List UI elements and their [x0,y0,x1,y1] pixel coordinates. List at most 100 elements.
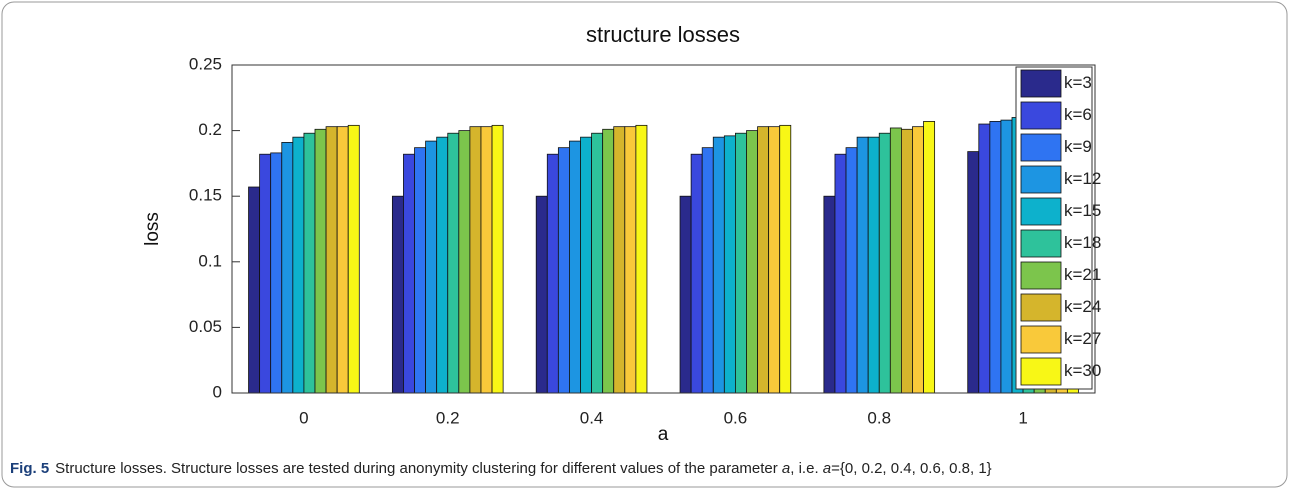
legend-label: k=6 [1064,105,1092,124]
bar [823,195,836,394]
bar [469,126,482,394]
bar [403,153,415,394]
caption-symbol: a [782,460,790,477]
bar [679,195,692,394]
bar [845,147,858,394]
bar [391,195,404,394]
legend-swatch [1020,357,1062,386]
bar [757,126,770,394]
caption-symbol: a [823,460,831,477]
bar [701,147,714,394]
x-tick-label: 0.4 [580,408,604,427]
legend-swatch [1020,69,1062,98]
chart-title: structure losses [586,22,740,47]
bar [336,126,349,394]
y-axis-label: loss [142,212,163,246]
bar [624,126,637,394]
legend-swatch [1020,133,1062,162]
bar [347,124,360,394]
bar [425,140,438,394]
bar [878,132,891,394]
legend-label: k=27 [1064,329,1101,348]
plot-frame [231,64,1096,394]
legend-label: k=21 [1064,265,1101,284]
bar [259,153,272,394]
bar [901,128,913,394]
legend-swatch [1020,325,1062,354]
bar [768,126,781,394]
bar [978,123,991,394]
y-tick-label: 0.2 [198,120,222,139]
bar [491,124,504,394]
legend-swatch [1020,261,1062,290]
bar [635,124,648,394]
bar [923,121,936,394]
bar [867,136,880,394]
bar [480,126,493,394]
caption-text: , i.e. [790,460,823,477]
bar [1000,119,1013,394]
bar [314,128,327,394]
bar [458,130,471,394]
legend-label: k=30 [1064,361,1101,380]
x-tick-label: 0.6 [724,408,748,427]
caption-text: ={0, 0.2, 0.4, 0.6, 0.8, 1} [831,460,992,477]
legend-label: k=3 [1064,73,1092,92]
bar [546,153,559,394]
bar [557,147,570,394]
y-tick-label: 0.15 [189,186,222,205]
caption: Fig. 5 Structure losses. Structure losses… [10,460,992,477]
y-tick-label: 0.25 [189,54,222,73]
bar [270,152,283,394]
bar [447,132,460,394]
bar [613,126,626,394]
caption-label: Fig. 5 [10,460,49,477]
bar [436,136,449,394]
bar [325,126,338,394]
legend-label: k=9 [1064,137,1092,156]
x-axis-label: a [658,424,669,445]
bar [746,130,758,394]
legend-swatch [1020,101,1062,130]
bar [690,153,703,394]
bar [712,136,725,394]
x-tick-label: 0 [299,408,308,427]
bar [912,126,924,394]
bar [535,195,548,394]
plot-area [232,65,1095,393]
x-tick-label: 1 [1018,408,1027,427]
bar [989,121,1002,394]
bar [569,140,581,394]
bar [248,186,261,394]
bar [779,124,792,394]
bar [591,132,604,394]
bar [723,135,736,394]
bar [281,142,294,394]
bar [292,136,305,394]
y-tick-label: 0.1 [198,251,222,270]
legend-swatch [1020,229,1062,258]
bar [602,128,615,394]
x-tick-label: 0.8 [867,408,891,427]
bar [303,132,316,394]
bar [414,147,426,394]
y-tick-label: 0 [213,382,222,401]
bar [856,136,869,394]
legend-swatch [1020,293,1062,322]
legend-label: k=24 [1064,297,1101,316]
legend-swatch [1020,197,1062,226]
bar [834,153,847,394]
bar [580,136,592,394]
legend-label: k=15 [1064,201,1101,220]
y-tick-label: 0.05 [189,317,222,336]
legend-label: k=12 [1064,169,1101,188]
legend-label: k=18 [1064,233,1101,252]
caption-text: Structure losses. Structure losses are t… [55,460,782,477]
bar [967,151,980,394]
bar [889,127,902,394]
bar [735,132,747,394]
legend-swatch [1020,165,1062,194]
